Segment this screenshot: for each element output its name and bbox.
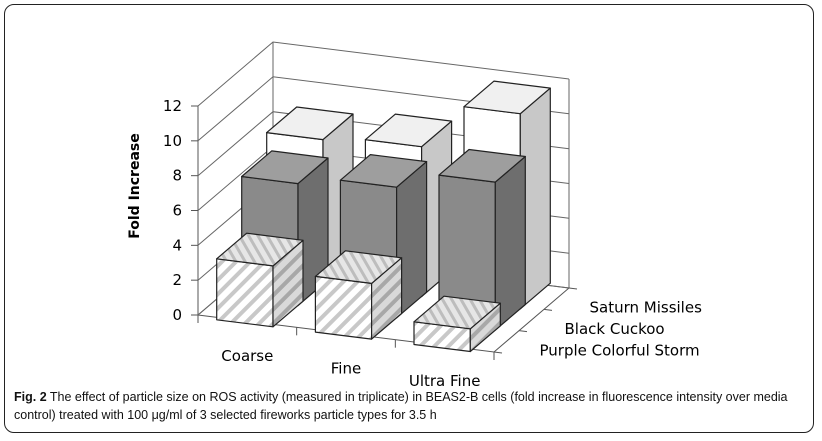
- bars: [216, 80, 551, 353]
- bar-top: [314, 250, 403, 284]
- bar-front: [216, 258, 274, 328]
- y-tick-label: 10: [163, 132, 182, 150]
- bar-top: [413, 295, 501, 330]
- caption-label: Fig. 2: [14, 390, 47, 404]
- series-label: Saturn Missiles: [590, 299, 703, 317]
- caption-text: The effect of particle size on ROS activ…: [14, 390, 788, 422]
- bar: [413, 295, 501, 353]
- bar-top: [241, 150, 329, 185]
- category-label: Ultra Fine: [409, 372, 481, 390]
- bar-top: [266, 106, 354, 141]
- y-tick-label: 2: [172, 271, 182, 289]
- bar-top: [216, 232, 304, 267]
- y-axis-label: Fold Increase: [127, 133, 143, 238]
- figure-caption: Fig. 2 The effect of particle size on RO…: [14, 388, 804, 424]
- bar: [314, 250, 403, 340]
- category-label: Fine: [331, 360, 361, 378]
- z-tick-mark: [518, 330, 528, 333]
- bar-front: [314, 275, 373, 340]
- y-tick-label: 8: [172, 167, 182, 185]
- bar: [438, 148, 526, 331]
- y-tick-label: 6: [172, 202, 182, 220]
- series-label: Purple Colorful Storm: [540, 341, 700, 359]
- y-tick-label: 12: [163, 97, 182, 115]
- y-ticks: 0 2 4 6 8 10 12: [163, 97, 182, 324]
- z-tick-mark: [493, 351, 503, 354]
- bar: [216, 232, 304, 328]
- z-tick-mark: [543, 308, 553, 311]
- category-label: Coarse: [221, 347, 273, 365]
- bar-top: [364, 113, 453, 148]
- z-tick-mark: [568, 287, 578, 290]
- y-tick-label: 4: [172, 236, 182, 254]
- bar-top: [438, 148, 526, 183]
- bar-top: [463, 80, 551, 115]
- y-tick-label: 0: [172, 306, 182, 324]
- series-label: Black Cuckoo: [565, 320, 665, 338]
- labels: Fold Increase Coarse Fine Ultra Fine Purple …: [127, 133, 702, 390]
- bar-top: [339, 154, 428, 188]
